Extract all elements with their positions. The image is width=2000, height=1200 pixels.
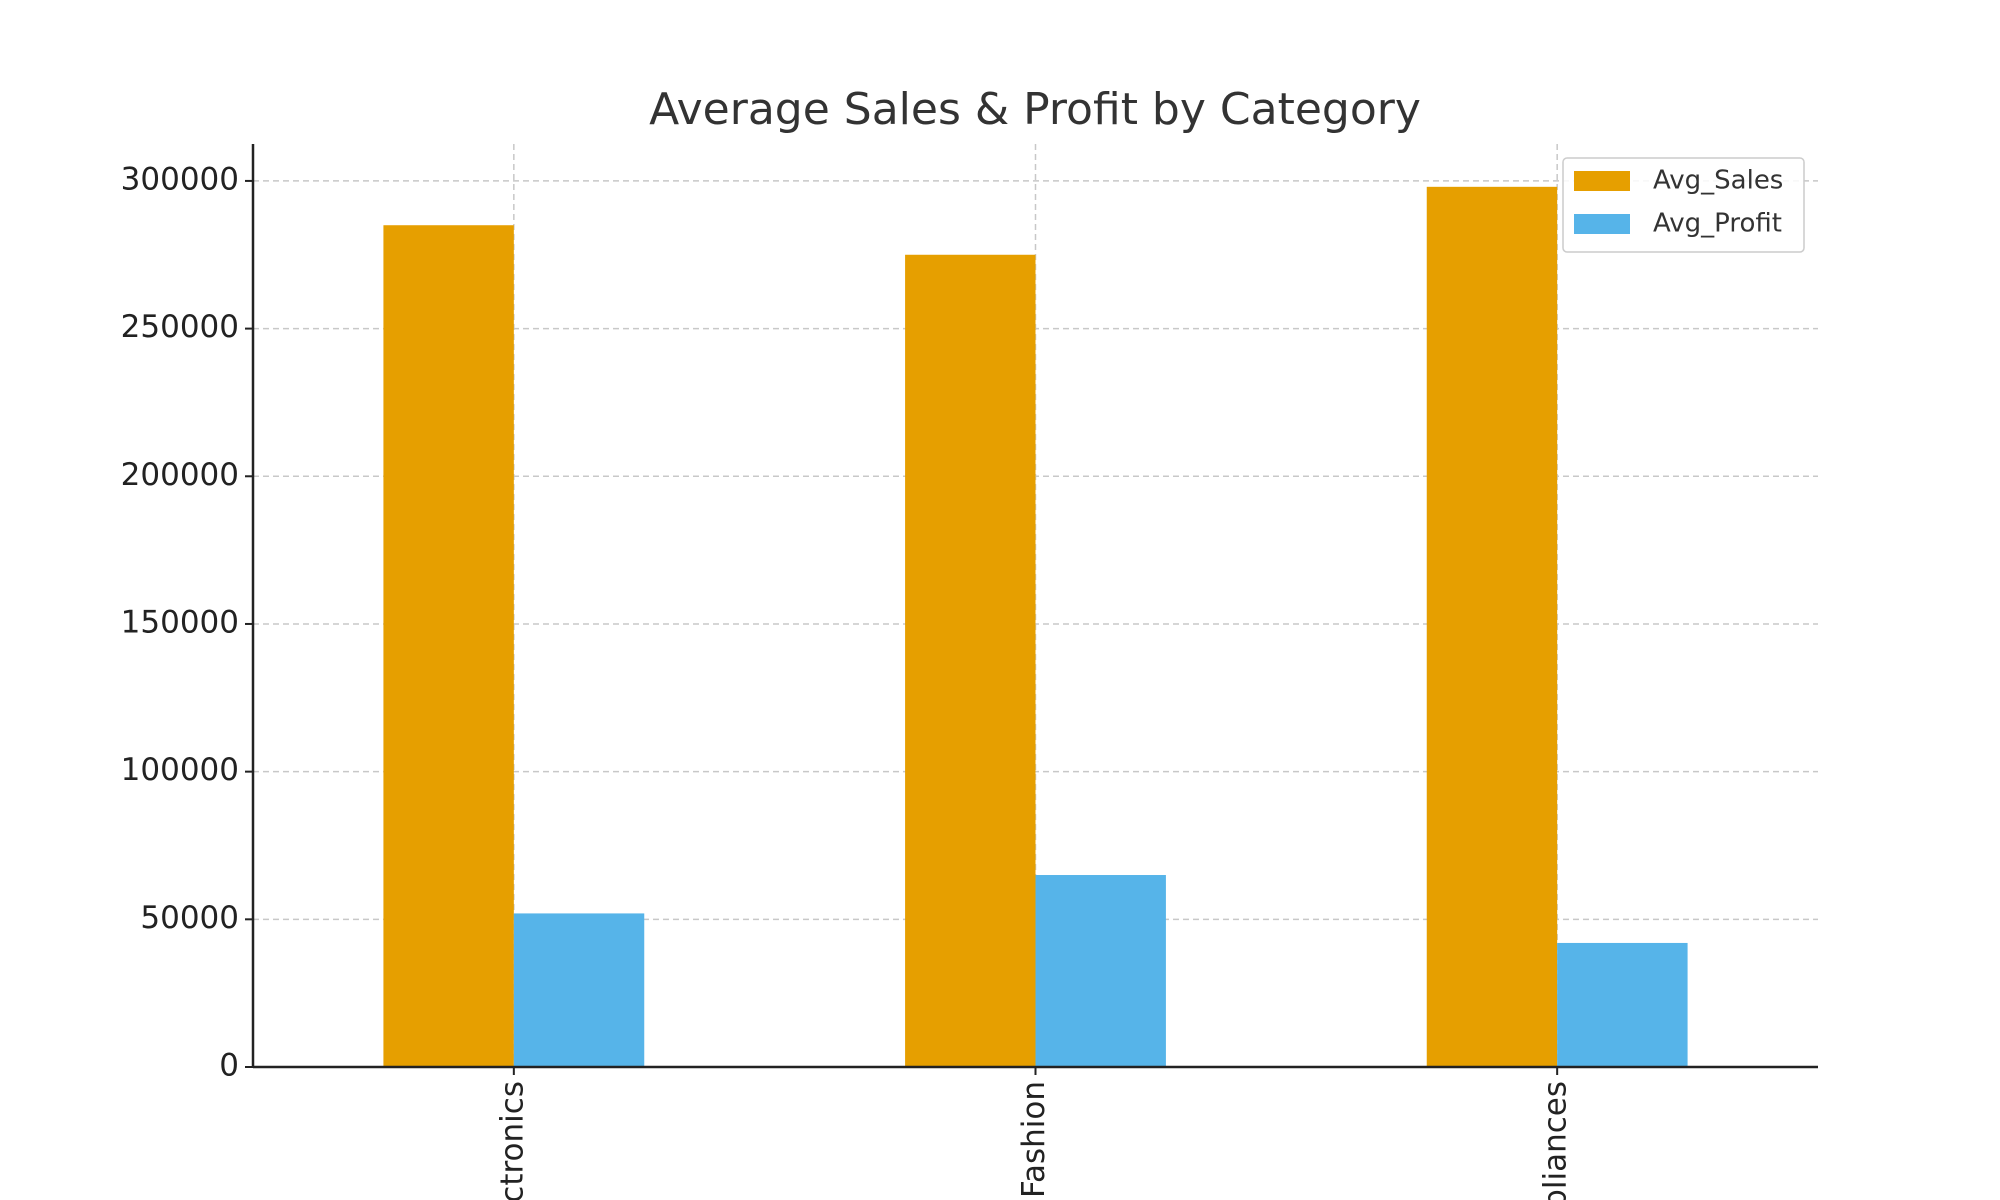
y-tick-label: 250000 [121,309,239,345]
x-tick-label: Appliances [1538,1081,1574,1200]
legend-label: Avg_Profit [1653,209,1782,239]
y-tick-label: 200000 [121,457,239,493]
bar [513,913,645,1067]
x-tick-label: Fashion [1016,1081,1052,1198]
legend-swatch [1574,171,1630,191]
bar [1557,942,1688,1067]
legend-swatch [1574,214,1630,234]
y-tick-label: 50000 [140,900,239,936]
bar [905,254,1036,1067]
bar [1035,875,1166,1067]
y-tick-label: 300000 [121,161,239,197]
chart-title: Average Sales & Profit by Category [649,84,1421,135]
y-tick-label: 150000 [121,604,239,640]
bar [1426,186,1558,1067]
legend-label: Avg_Sales [1653,166,1783,196]
bar [383,225,514,1067]
y-tick-label: 0 [219,1048,239,1084]
y-tick-label: 100000 [121,752,239,788]
x-tick-label: Electronics [494,1081,530,1200]
